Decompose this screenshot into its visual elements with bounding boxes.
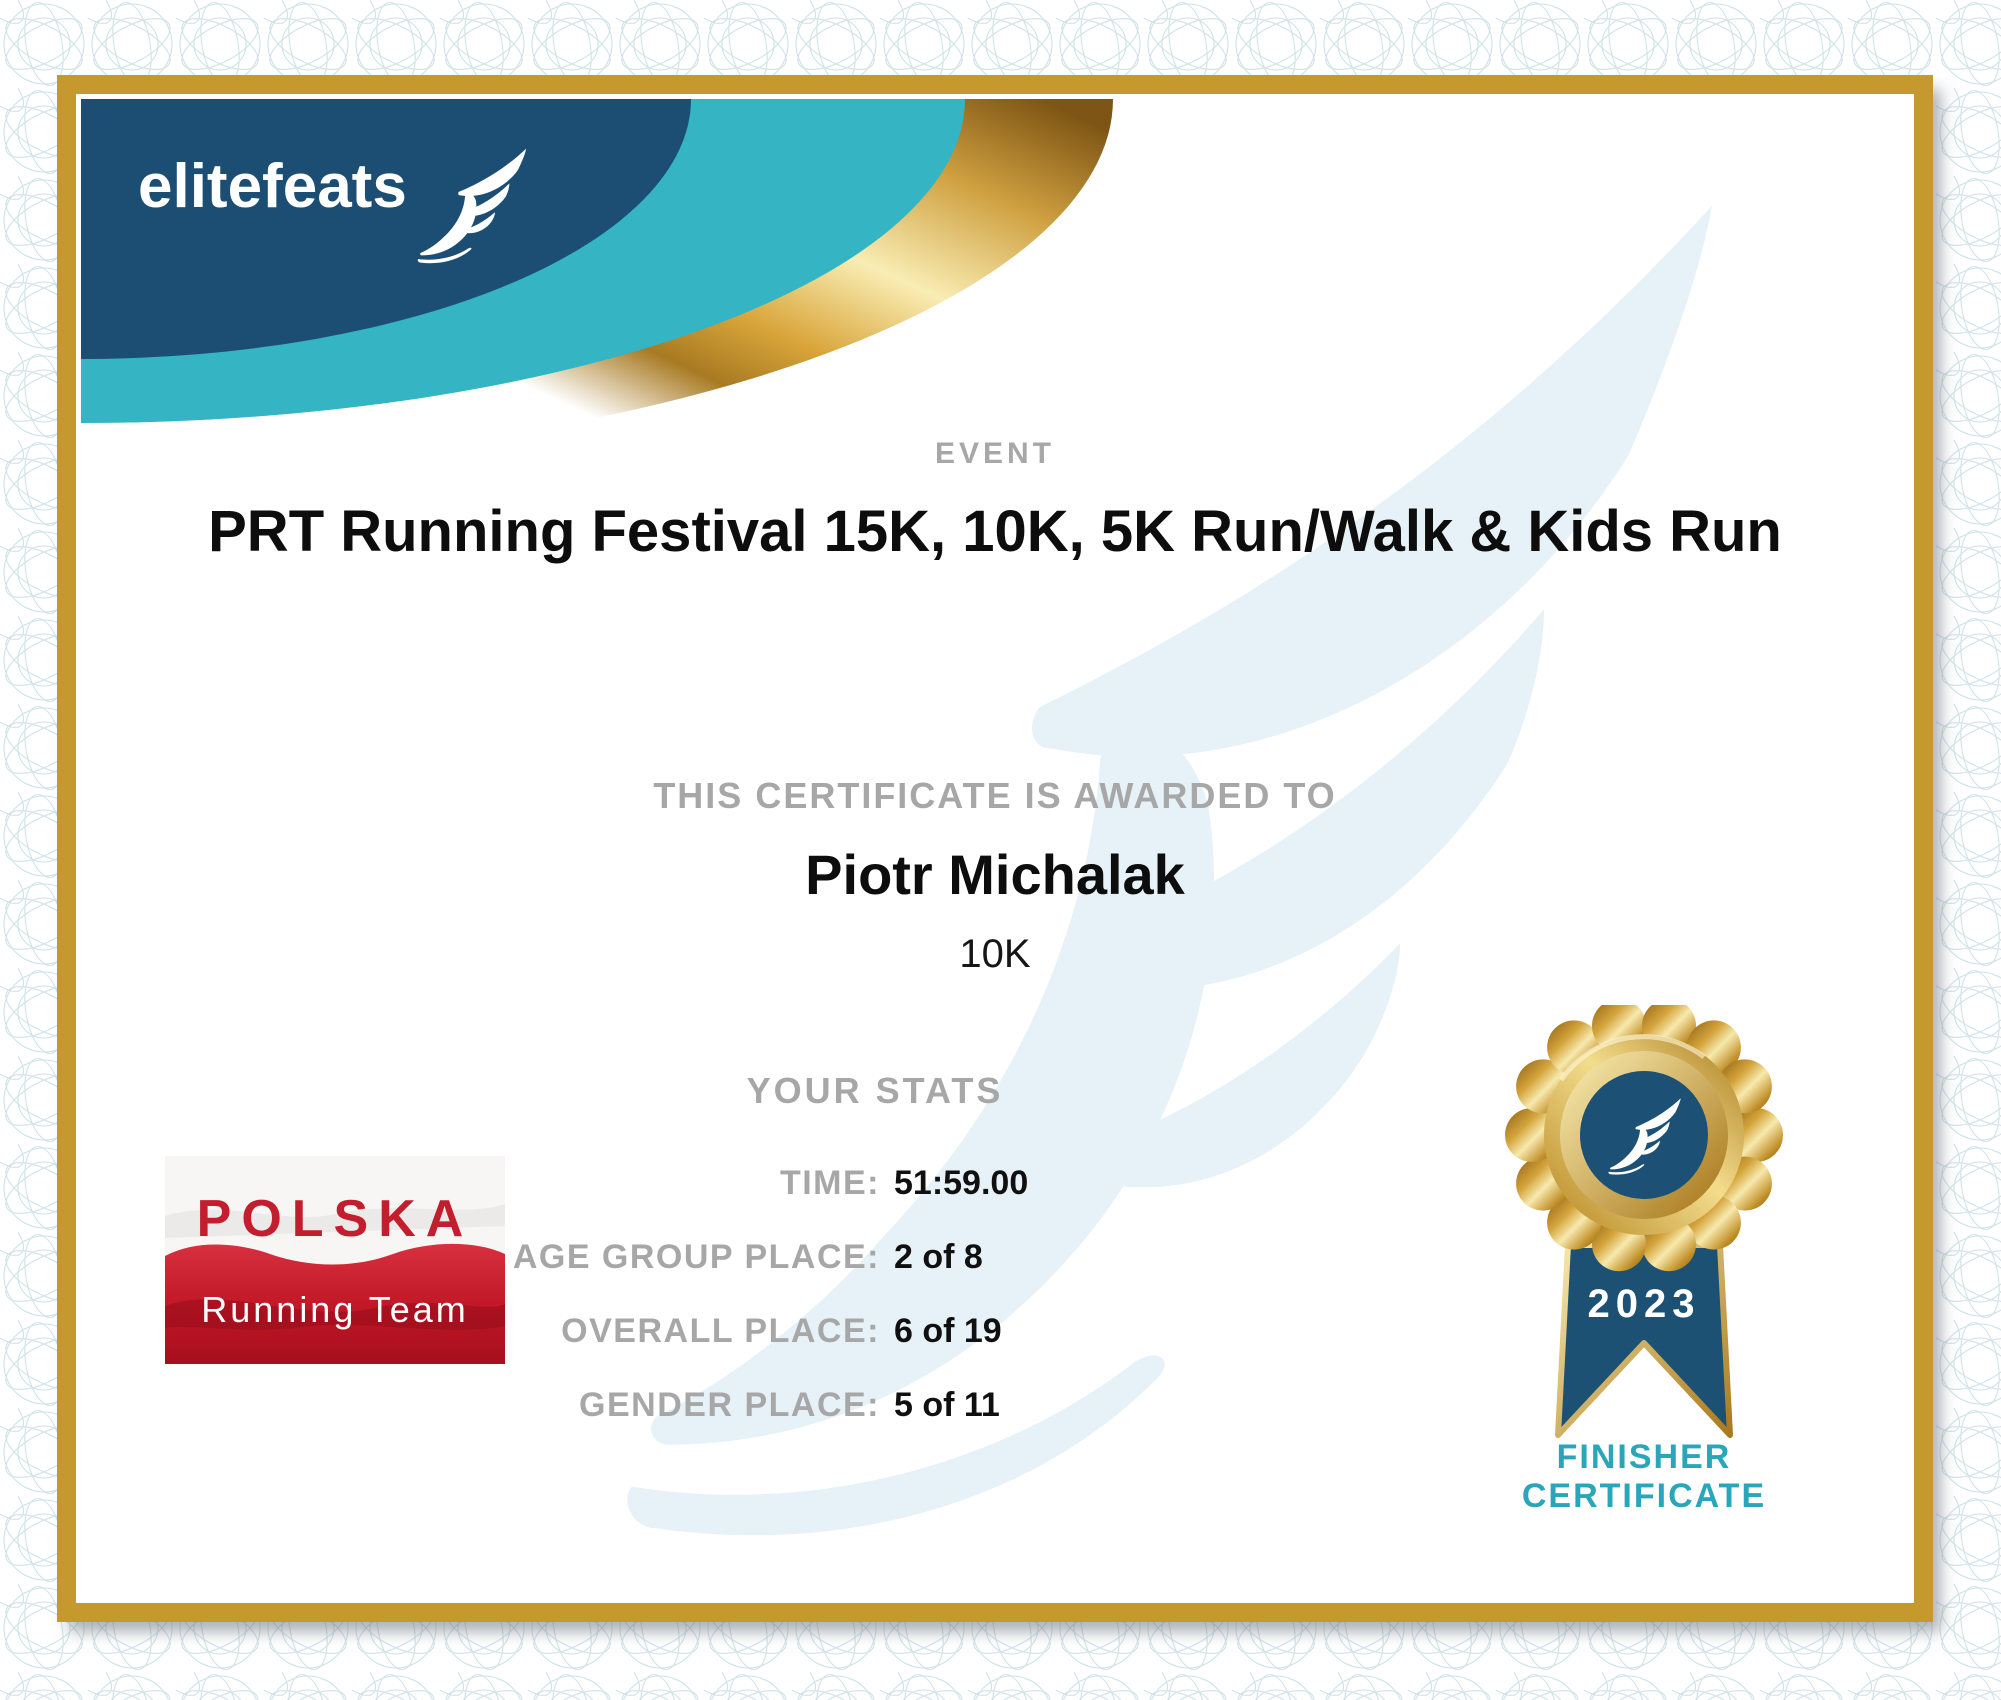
polska-text: POLSKA (197, 1190, 474, 1248)
polska-running-team-logo: POLSKA Running Team (165, 1156, 505, 1364)
badge-caption-line2: CERTIFICATE (1521, 1477, 1767, 1515)
event-label: EVENT (934, 437, 1056, 470)
recipient-name: Piotr Michalak (805, 843, 1185, 906)
stats-heading: YOUR STATS (746, 1070, 1004, 1111)
event-title: PRT Running Festival 15K, 10K, 5K Run/Wa… (208, 499, 1782, 564)
badge-caption: FINISHER CERTIFICATE (1464, 1438, 1824, 1516)
awarded-heading: THIS CERTIFICATE IS AWARDED TO (653, 775, 1337, 816)
stat-label-gender-place: GENDER PLACE: (579, 1386, 880, 1424)
stat-value-age-group-place: 2 of 8 (894, 1238, 983, 1276)
finisher-medal-badge: 2023 (1505, 1005, 1783, 1438)
stat-value-overall-place: 6 of 19 (894, 1312, 1002, 1350)
race-division: 10K (959, 932, 1031, 976)
running-team-text: Running Team (201, 1289, 469, 1330)
badge-year: 2023 (1588, 1282, 1701, 1326)
stat-label-overall-place: OVERALL PLACE: (561, 1312, 880, 1350)
elitefeats-wordmark: elitefeats (138, 152, 407, 221)
stat-value-time: 51:59.00 (894, 1164, 1029, 1202)
stat-value-gender-place: 5 of 11 (894, 1386, 1000, 1424)
wingfoot-logo-icon (417, 148, 527, 264)
certificate-frame: elitefeats EVENT PRT Running Festival 15… (57, 75, 1933, 1622)
elitefeats-logo: elitefeats (138, 148, 531, 268)
stats-table: TIME: 51:59.00 AGE GROUP PLACE: 2 of 8 O… (256, 1166, 1028, 1422)
stat-label-age-group-place: AGE GROUP PLACE: (512, 1238, 880, 1276)
stat-label-time: TIME: (779, 1164, 880, 1202)
badge-ribbon: 2023 (1555, 1242, 1733, 1438)
badge-caption-line1: FINISHER (1556, 1438, 1732, 1476)
